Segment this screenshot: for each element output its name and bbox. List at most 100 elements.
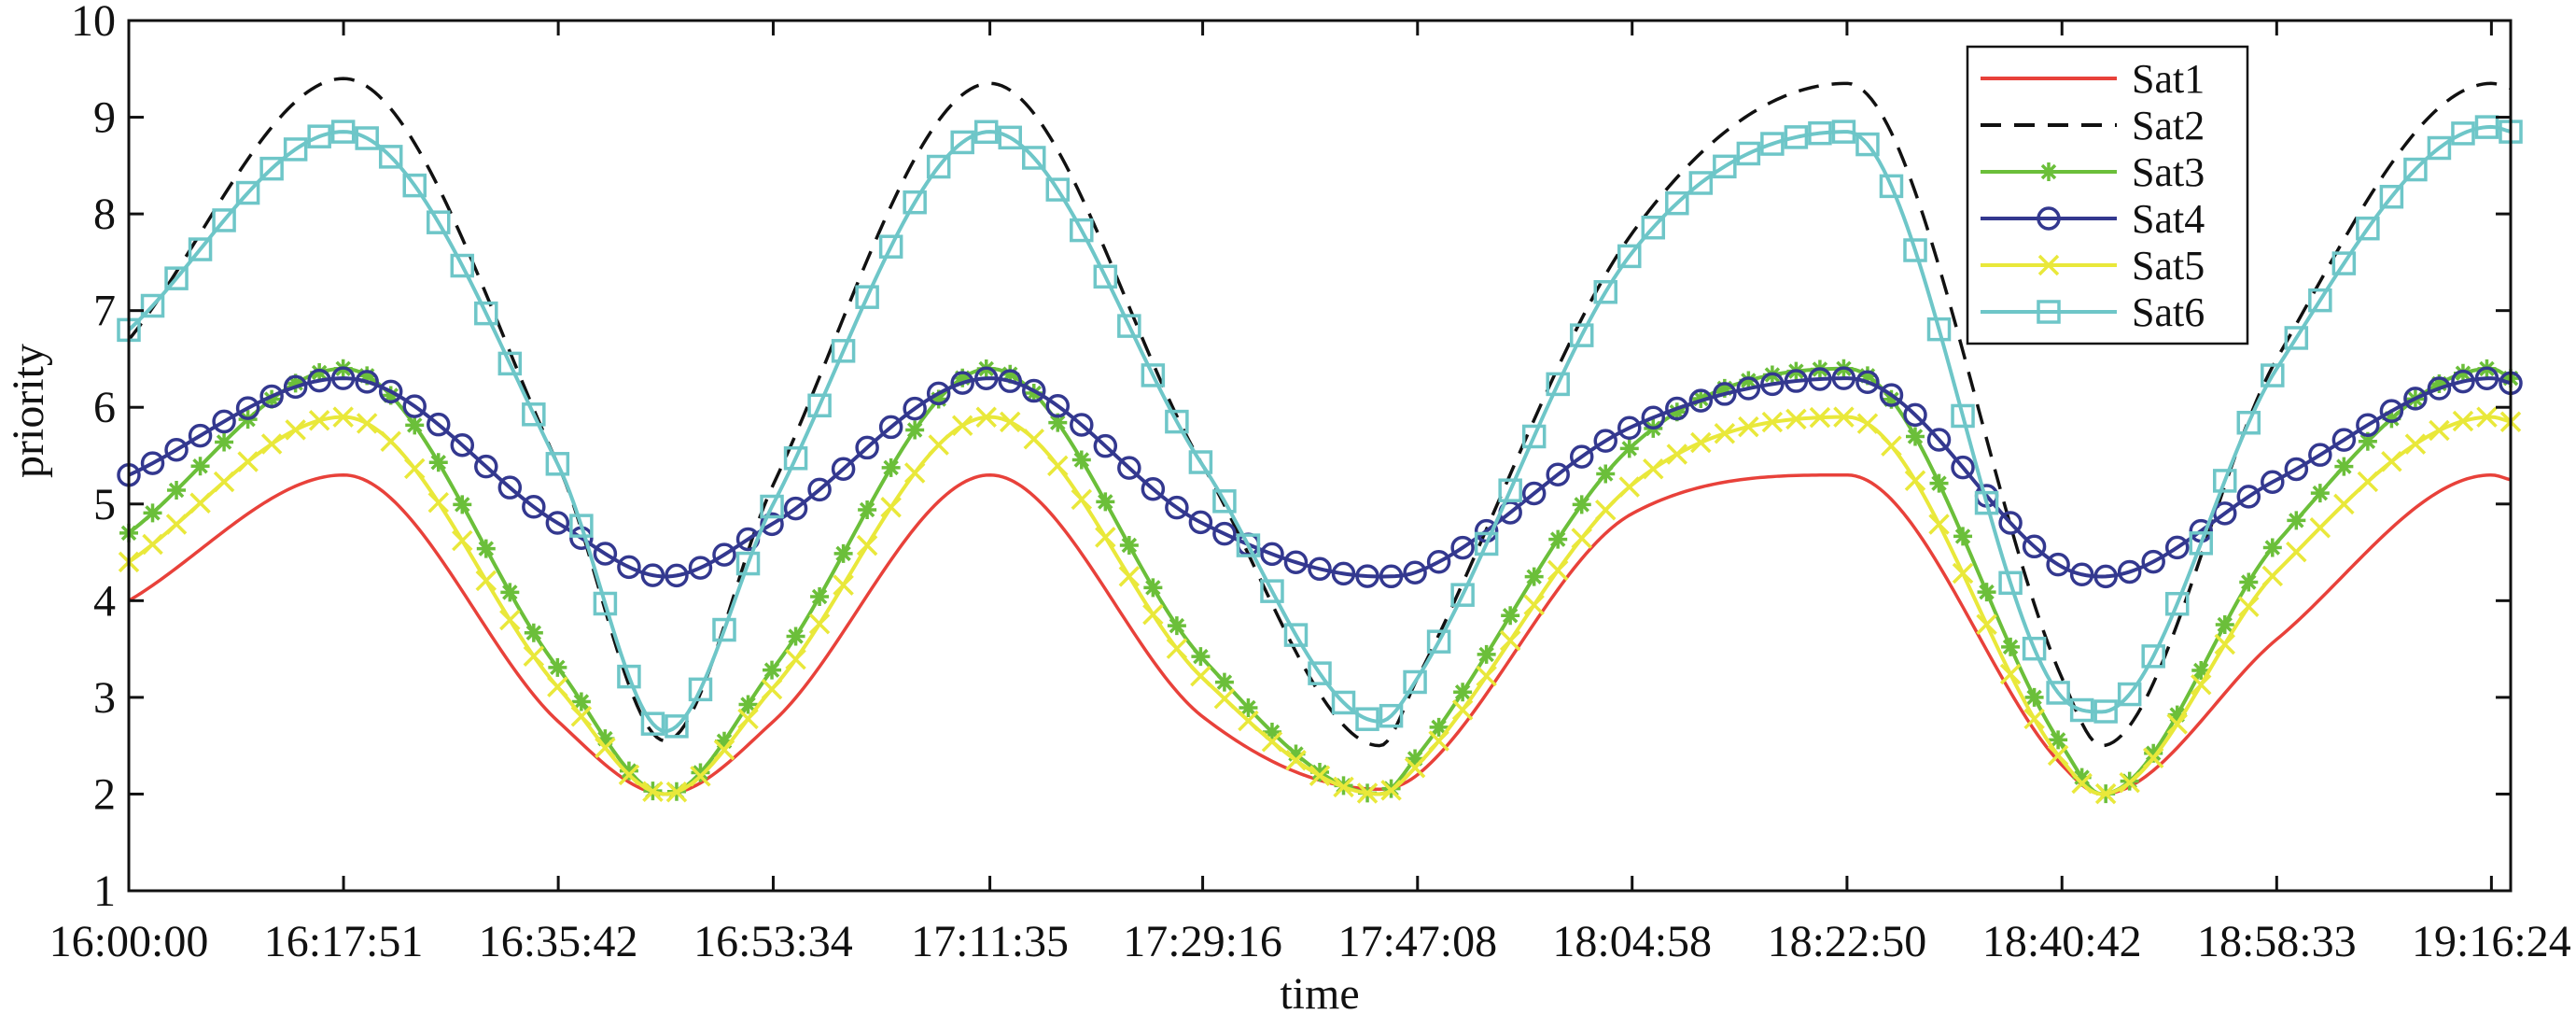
marker-Sat3 bbox=[2310, 484, 2330, 503]
marker-Sat4 bbox=[2141, 549, 2165, 574]
marker-Sat3 bbox=[1548, 529, 1568, 549]
marker-Sat6 bbox=[1045, 177, 1071, 202]
series-Sat2 bbox=[127, 77, 2512, 748]
marker-Sat4 bbox=[2213, 501, 2237, 526]
marker-Sat5 bbox=[856, 534, 878, 556]
marker-Sat3 bbox=[1048, 413, 1068, 432]
marker-Sat4 bbox=[1879, 383, 1904, 407]
marker-Sat4 bbox=[760, 512, 784, 537]
marker-Sat5 bbox=[1999, 663, 2022, 685]
marker-Sat3 bbox=[190, 457, 210, 476]
series-line-Sat5 bbox=[127, 415, 2512, 796]
marker-Sat5 bbox=[2452, 410, 2474, 432]
marker-Sat5 bbox=[2214, 633, 2235, 655]
marker-Sat4 bbox=[783, 496, 808, 521]
marker-Sat3 bbox=[2382, 409, 2401, 429]
marker-Sat4 bbox=[2308, 443, 2332, 467]
marker-Sat5 bbox=[499, 609, 521, 631]
marker-Sat5 bbox=[1690, 431, 1712, 454]
marker-Sat3 bbox=[2287, 511, 2306, 530]
marker-Sat5 bbox=[1785, 408, 1807, 430]
marker-Sat5 bbox=[2071, 772, 2093, 795]
marker-Sat3 bbox=[2167, 705, 2187, 725]
marker-Sat6 bbox=[212, 208, 236, 232]
marker-Sat3 bbox=[1953, 527, 1973, 546]
marker-Sat4 bbox=[378, 379, 403, 404]
marker-Sat5 bbox=[332, 406, 354, 428]
marker-Sat3 bbox=[143, 503, 162, 523]
marker-Sat4 bbox=[450, 432, 475, 458]
marker-Sat6 bbox=[2022, 636, 2047, 661]
marker-Sat4 bbox=[1093, 433, 1118, 458]
marker-Sat5 bbox=[1952, 562, 1974, 584]
marker-Sat6 bbox=[330, 120, 356, 144]
marker-Sat4 bbox=[283, 374, 308, 400]
marker-Sat6 bbox=[427, 210, 451, 234]
marker-Sat5 bbox=[642, 781, 664, 802]
marker-Sat3 bbox=[1429, 717, 1449, 737]
marker-Sat6 bbox=[807, 393, 832, 418]
marker-Sat6 bbox=[617, 664, 641, 689]
marker-Sat6 bbox=[1331, 690, 1356, 715]
marker-Sat5 bbox=[1856, 413, 1879, 434]
marker-Sat6 bbox=[2213, 469, 2237, 493]
marker-Sat4 bbox=[1569, 444, 1594, 469]
marker-Sat6 bbox=[1236, 533, 1261, 557]
marker-Sat4 bbox=[1403, 560, 1427, 584]
marker-Sat6 bbox=[735, 551, 761, 576]
marker-Sat6 bbox=[402, 173, 427, 198]
marker-Sat3 bbox=[1071, 450, 1091, 470]
y-tick-label: 7 bbox=[93, 287, 116, 336]
marker-Sat4 bbox=[545, 511, 570, 535]
marker-Sat4 bbox=[307, 368, 331, 393]
marker-Sat5 bbox=[165, 514, 188, 535]
marker-Sat5 bbox=[1213, 687, 1236, 710]
marker-Sat4 bbox=[140, 451, 165, 475]
legend-item-Sat5: Sat5 bbox=[1981, 243, 2205, 289]
legend-marker bbox=[2037, 206, 2061, 231]
marker-Sat4 bbox=[712, 542, 736, 567]
marker-Sat3 bbox=[286, 373, 305, 393]
marker-Sat3 bbox=[1477, 644, 1496, 664]
marker-Sat5 bbox=[547, 676, 568, 697]
marker-Sat3 bbox=[167, 481, 187, 500]
marker-Sat6 bbox=[283, 137, 308, 162]
marker-Sat6 bbox=[522, 402, 546, 427]
marker-Sat6 bbox=[1784, 125, 1809, 149]
marker-Sat4 bbox=[427, 412, 451, 437]
marker-Sat6 bbox=[1403, 669, 1427, 695]
y-axis-label: priority bbox=[4, 344, 53, 478]
marker-Sat5 bbox=[2333, 493, 2355, 515]
marker-Sat4 bbox=[973, 366, 999, 390]
marker-Sat6 bbox=[2331, 251, 2357, 275]
marker-Sat4 bbox=[1831, 366, 1856, 390]
marker-Sat4 bbox=[1379, 564, 1404, 589]
ticks-layer: 1 2 3 4 5 6 7 8 9 10 16:00:00 16:17:51 16:35:42 16:53… bbox=[49, 0, 2571, 966]
marker-Sat4 bbox=[259, 384, 284, 409]
marker-Sat4 bbox=[1617, 415, 1642, 441]
marker-Sat6 bbox=[2141, 644, 2165, 669]
marker-Sat6 bbox=[1426, 629, 1451, 654]
marker-Sat4 bbox=[1713, 382, 1737, 406]
marker-Sat5 bbox=[713, 739, 735, 761]
legend-item-Sat1: Sat1 bbox=[1981, 56, 2205, 102]
marker-Sat5 bbox=[2381, 451, 2402, 472]
marker-Sat5 bbox=[1309, 765, 1331, 787]
marker-Sat4 bbox=[1450, 535, 1475, 560]
marker-Sat5 bbox=[570, 706, 593, 727]
marker-Sat6 bbox=[1093, 264, 1118, 289]
marker-Sat6 bbox=[2427, 135, 2452, 161]
legend-label: Sat6 bbox=[2132, 289, 2205, 335]
marker-Sat6 bbox=[1713, 154, 1737, 179]
marker-Sat6 bbox=[855, 285, 879, 309]
legend-item-Sat6: Sat6 bbox=[1981, 289, 2205, 335]
marker-Sat3 bbox=[405, 415, 425, 435]
marker-Sat6 bbox=[2474, 115, 2499, 139]
marker-Sat6 bbox=[2236, 410, 2261, 435]
marker-Sat4 bbox=[807, 477, 832, 502]
marker-Sat3 bbox=[1119, 536, 1139, 556]
y-tick-label: 4 bbox=[93, 576, 116, 626]
marker-Sat4 bbox=[2474, 366, 2499, 390]
